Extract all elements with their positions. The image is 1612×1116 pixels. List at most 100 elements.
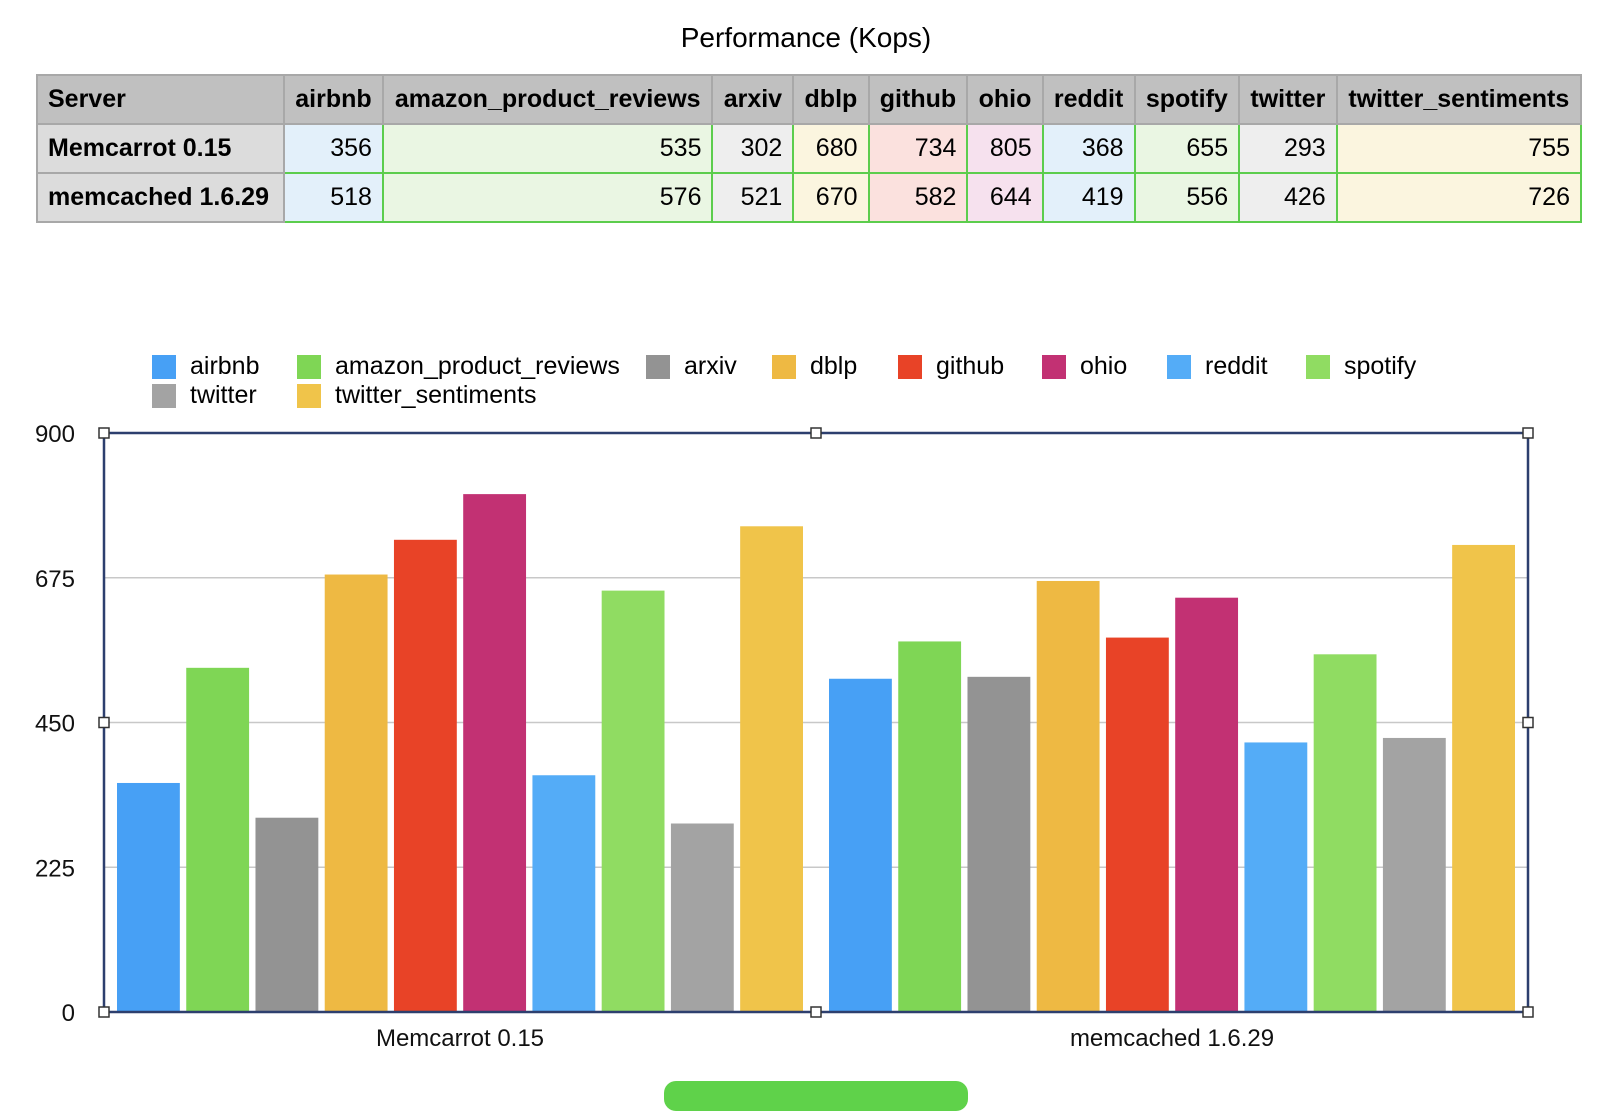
- table-cell[interactable]: 670: [792, 172, 870, 223]
- bar-airbnb[interactable]: [829, 678, 892, 1012]
- table-cell[interactable]: 293: [1238, 123, 1338, 174]
- legend-item-airbnb[interactable]: airbnb: [152, 352, 260, 381]
- y-tick-label: 450: [35, 711, 75, 738]
- table-cell[interactable]: 582: [867, 172, 969, 223]
- column-header[interactable]: ohio: [966, 74, 1044, 125]
- resize-handle[interactable]: [98, 1006, 110, 1018]
- table-cell[interactable]: 655: [1133, 123, 1241, 174]
- table-cell[interactable]: 734: [867, 123, 969, 174]
- bar-ohio[interactable]: [1175, 597, 1239, 1012]
- legend-swatch: [1042, 354, 1066, 379]
- bar-reddit[interactable]: [532, 775, 596, 1012]
- table-cell[interactable]: 356: [283, 123, 384, 174]
- chart-title: Performance (Kops): [680, 22, 932, 53]
- bar-dblp[interactable]: [324, 574, 388, 1012]
- bar-dblp[interactable]: [1036, 580, 1100, 1012]
- table-cell[interactable]: 368: [1041, 123, 1136, 174]
- y-tick-label: 0: [62, 1000, 75, 1027]
- legend-swatch: [1306, 354, 1330, 379]
- table-cell[interactable]: 535: [381, 123, 714, 174]
- table-cell[interactable]: 755: [1335, 123, 1583, 174]
- legend-item-arxiv[interactable]: arxiv: [646, 352, 737, 381]
- bar-spotify[interactable]: [601, 590, 665, 1012]
- legend-item-ohio[interactable]: ohio: [1042, 352, 1127, 381]
- legend-swatch: [1167, 354, 1191, 379]
- bar-twitter[interactable]: [670, 823, 734, 1012]
- table-cell[interactable]: 644: [966, 172, 1044, 223]
- legend-item-github[interactable]: github: [898, 352, 1004, 381]
- legend-swatch: [297, 354, 321, 379]
- legend-label: reddit: [1205, 352, 1268, 380]
- column-header[interactable]: arxiv: [711, 74, 795, 125]
- bar-airbnb[interactable]: [117, 782, 180, 1012]
- column-header[interactable]: airbnb: [283, 74, 384, 125]
- legend-label: airbnb: [190, 352, 260, 380]
- resize-handle[interactable]: [810, 427, 822, 439]
- bar-github[interactable]: [1105, 637, 1169, 1012]
- column-header[interactable]: dblp: [792, 74, 870, 125]
- bottom-button[interactable]: [664, 1081, 968, 1111]
- table-cell[interactable]: 302: [711, 123, 795, 174]
- legend-item-twitter[interactable]: twitter: [152, 381, 257, 410]
- resize-handle[interactable]: [98, 716, 110, 729]
- bar-arxiv[interactable]: [967, 676, 1031, 1012]
- legend-label: arxiv: [684, 352, 737, 380]
- legend-swatch: [772, 354, 796, 379]
- bar-spotify[interactable]: [1313, 654, 1377, 1012]
- y-tick-label: 900: [35, 421, 75, 448]
- y-tick-label: 675: [35, 566, 75, 593]
- table-cell[interactable]: 518: [283, 172, 384, 223]
- table-row: Memcarrot 0.15 356 535 302 680 734 805 3…: [36, 123, 1583, 174]
- column-header[interactable]: github: [867, 74, 969, 125]
- column-header[interactable]: amazon_product_reviews: [381, 74, 714, 125]
- legend-swatch: [646, 354, 670, 379]
- x-category-label: Memcarrot 0.15: [376, 1025, 544, 1052]
- bar-arxiv[interactable]: [255, 817, 319, 1012]
- table-cell[interactable]: 426: [1238, 172, 1338, 223]
- y-tick-label: 225: [35, 855, 75, 882]
- legend-swatch: [152, 354, 176, 379]
- bar-ohio[interactable]: [463, 494, 527, 1012]
- legend-label: twitter_sentiments: [335, 381, 537, 409]
- column-header[interactable]: reddit: [1041, 74, 1136, 125]
- bar-twitter_sentiments[interactable]: [1452, 544, 1515, 1012]
- column-header[interactable]: spotify: [1133, 74, 1241, 125]
- legend-label: dblp: [810, 352, 858, 380]
- resize-handle[interactable]: [1522, 427, 1534, 439]
- table-cell[interactable]: 805: [966, 123, 1044, 174]
- legend-swatch: [152, 383, 176, 408]
- table-cell[interactable]: 576: [381, 172, 714, 223]
- bar-amazon_product_reviews[interactable]: [898, 641, 962, 1012]
- bar-twitter[interactable]: [1382, 737, 1446, 1012]
- resize-handle[interactable]: [1522, 716, 1534, 729]
- bar-twitter_sentiments[interactable]: [740, 526, 803, 1012]
- legend-item-twitter_sentiments[interactable]: twitter_sentiments: [297, 381, 536, 410]
- resize-handle[interactable]: [98, 427, 110, 439]
- resize-handle[interactable]: [1522, 1006, 1534, 1018]
- x-category-label: memcached 1.6.29: [1070, 1025, 1274, 1052]
- legend-item-dblp[interactable]: dblp: [772, 352, 857, 381]
- legend-item-reddit[interactable]: reddit: [1167, 352, 1268, 381]
- legend-item-spotify[interactable]: spotify: [1306, 352, 1416, 381]
- resize-handle[interactable]: [810, 1006, 822, 1018]
- legend-label: github: [936, 352, 1005, 380]
- table-row: memcached 1.6.29 518 576 521 670 582 644…: [36, 172, 1583, 223]
- table-cell[interactable]: 726: [1335, 172, 1583, 223]
- table-cell[interactable]: 521: [711, 172, 795, 223]
- bar-amazon_product_reviews[interactable]: [186, 667, 250, 1012]
- table-cell[interactable]: 680: [792, 123, 870, 174]
- column-header[interactable]: twitter_sentiments: [1335, 74, 1583, 125]
- legend-item-amazon_product_reviews[interactable]: amazon_product_reviews: [297, 352, 620, 381]
- bar-github[interactable]: [393, 539, 457, 1012]
- column-header[interactable]: twitter: [1238, 74, 1338, 125]
- legend-label: spotify: [1344, 352, 1417, 380]
- table-cell[interactable]: 556: [1133, 172, 1241, 223]
- row-header[interactable]: Memcarrot 0.15: [36, 123, 285, 174]
- legend-label: amazon_product_reviews: [335, 352, 620, 380]
- performance-table: Server airbnb amazon_product_reviews arx…: [36, 74, 1583, 223]
- table-cell[interactable]: 419: [1041, 172, 1136, 223]
- bar-reddit[interactable]: [1244, 742, 1308, 1012]
- row-header[interactable]: memcached 1.6.29: [36, 172, 285, 223]
- column-header-server[interactable]: Server: [36, 74, 285, 125]
